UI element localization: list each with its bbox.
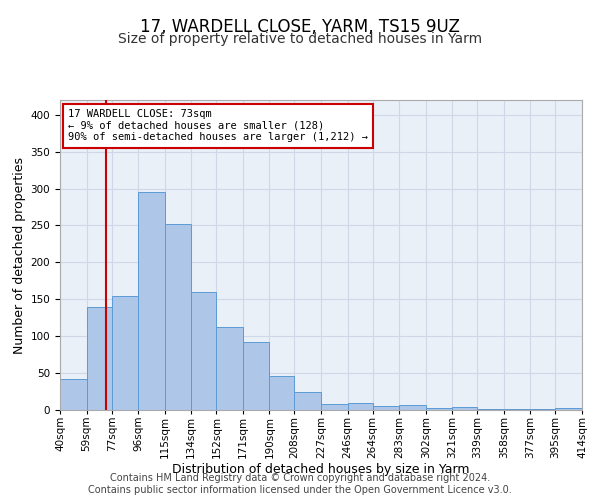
Y-axis label: Number of detached properties: Number of detached properties — [13, 156, 26, 354]
Bar — [373, 406, 399, 410]
Bar — [399, 405, 425, 410]
Bar — [321, 404, 347, 410]
Text: 17 WARDELL CLOSE: 73sqm
← 9% of detached houses are smaller (128)
90% of semi-de: 17 WARDELL CLOSE: 73sqm ← 9% of detached… — [68, 110, 368, 142]
Bar — [452, 407, 478, 410]
Bar — [243, 342, 269, 410]
Bar — [425, 408, 452, 410]
Bar — [112, 296, 138, 410]
Bar — [86, 306, 112, 410]
Text: Contains HM Land Registry data © Crown copyright and database right 2024.
Contai: Contains HM Land Registry data © Crown c… — [88, 474, 512, 495]
Bar — [504, 408, 530, 410]
Text: 17, WARDELL CLOSE, YARM, TS15 9UZ: 17, WARDELL CLOSE, YARM, TS15 9UZ — [140, 18, 460, 36]
X-axis label: Distribution of detached houses by size in Yarm: Distribution of detached houses by size … — [172, 463, 470, 476]
Bar — [478, 408, 504, 410]
Bar — [556, 408, 582, 410]
Bar — [295, 392, 321, 410]
Bar — [530, 408, 556, 410]
Bar — [164, 224, 191, 410]
Bar — [347, 402, 373, 410]
Bar — [217, 328, 243, 410]
Bar — [269, 376, 295, 410]
Bar — [191, 292, 217, 410]
Text: Size of property relative to detached houses in Yarm: Size of property relative to detached ho… — [118, 32, 482, 46]
Bar — [138, 192, 164, 410]
Bar — [60, 379, 86, 410]
